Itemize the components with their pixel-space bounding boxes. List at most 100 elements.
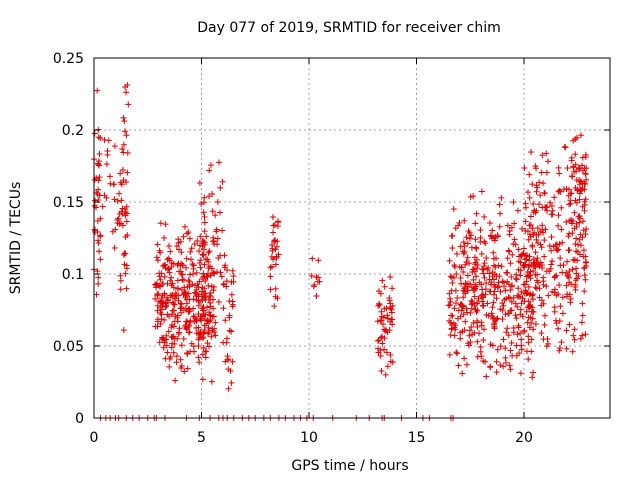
data-point [267, 264, 274, 271]
data-point [534, 225, 541, 232]
data-point [154, 257, 161, 264]
data-point [536, 201, 543, 208]
data-point [493, 316, 500, 323]
data-point [205, 282, 212, 289]
data-point [482, 240, 489, 247]
data-point [522, 253, 529, 260]
data-point [200, 344, 207, 351]
data-point [457, 335, 464, 342]
data-point [118, 197, 125, 204]
data-point [506, 248, 513, 255]
data-point [206, 193, 213, 200]
data-point [511, 236, 518, 243]
data-point [517, 330, 524, 337]
data-point [207, 299, 214, 306]
data-point [99, 203, 106, 210]
data-point [527, 303, 534, 310]
data-point [547, 199, 554, 206]
data-point [513, 276, 520, 283]
data-point [375, 345, 382, 352]
data-point [124, 82, 131, 89]
data-point [549, 207, 556, 214]
data-point [474, 265, 481, 272]
data-point [556, 282, 563, 289]
data-point [381, 283, 388, 290]
data-point [210, 313, 217, 320]
data-point [169, 307, 176, 314]
data-point [197, 264, 204, 271]
data-point [459, 248, 466, 255]
data-point [384, 363, 391, 370]
data-point [579, 300, 586, 307]
data-point [532, 249, 539, 256]
data-point [522, 281, 529, 288]
data-point [525, 284, 532, 291]
data-point [201, 322, 208, 329]
data-point [489, 313, 496, 320]
data-point [473, 308, 480, 315]
data-point [539, 204, 546, 211]
data-point [490, 249, 497, 256]
data-point [274, 295, 281, 302]
data-point [380, 321, 387, 328]
data-point [461, 243, 468, 250]
data-point [570, 332, 577, 339]
data-point [462, 261, 469, 268]
data-point [500, 363, 507, 370]
data-point [167, 277, 174, 284]
data-point [190, 343, 197, 350]
data-point [533, 182, 540, 189]
data-point [469, 331, 476, 338]
data-point [155, 290, 162, 297]
data-point [181, 223, 188, 230]
data-point [481, 274, 488, 281]
data-point [164, 256, 171, 263]
data-point [526, 194, 533, 201]
data-point [517, 272, 524, 279]
data-point [540, 180, 547, 187]
data-point [94, 217, 101, 224]
data-point [178, 342, 185, 349]
data-point [269, 213, 276, 220]
data-point [162, 221, 169, 228]
data-point [532, 264, 539, 271]
data-point [498, 194, 505, 201]
data-point [388, 309, 395, 316]
data-point [170, 333, 177, 340]
data-point [578, 132, 585, 139]
data-point [470, 276, 477, 283]
data-point [497, 288, 504, 295]
plot-frame [93, 57, 611, 419]
data-point [185, 306, 192, 313]
data-point [538, 169, 545, 176]
data-point [172, 313, 179, 320]
data-point [377, 317, 384, 324]
data-point [517, 306, 524, 313]
data-point [464, 272, 471, 279]
data-point [171, 301, 178, 308]
data-point [111, 196, 118, 203]
data-point [474, 353, 481, 360]
data-point [379, 277, 386, 284]
data-point [222, 262, 229, 269]
data-point [506, 231, 513, 238]
data-point [519, 225, 526, 232]
data-point [533, 188, 540, 195]
data-point [504, 255, 511, 262]
data-point [567, 295, 574, 302]
data-point [195, 297, 202, 304]
data-point [446, 257, 453, 264]
data-point [174, 335, 181, 342]
data-point [188, 245, 195, 252]
data-point [191, 241, 198, 248]
data-point [274, 223, 281, 230]
data-point [163, 342, 170, 349]
data-point [522, 204, 529, 211]
data-point [566, 321, 573, 328]
data-point [186, 296, 193, 303]
data-point [470, 319, 477, 326]
data-point [539, 152, 546, 159]
data-point [547, 265, 554, 272]
data-point [189, 261, 196, 268]
data-point [168, 324, 175, 331]
